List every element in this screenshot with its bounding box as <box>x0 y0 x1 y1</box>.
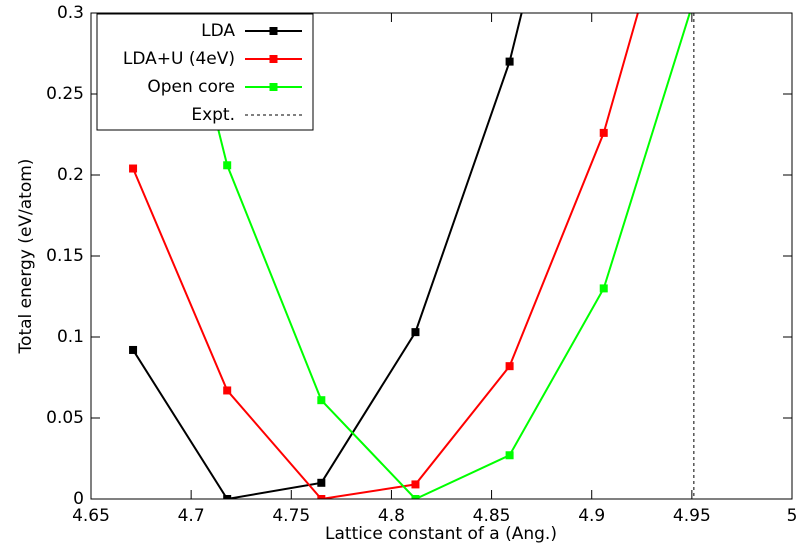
point <box>129 164 138 173</box>
point <box>317 495 326 499</box>
y-tick-label: 0.1 <box>57 327 84 347</box>
point <box>411 480 420 489</box>
legend-label: LDA <box>201 21 235 41</box>
x-tick-label: 4.75 <box>272 506 310 526</box>
y-tick-label: 0.2 <box>57 165 84 185</box>
y-tick-label: 0.15 <box>46 246 84 266</box>
point <box>317 396 326 405</box>
point <box>129 345 138 354</box>
x-tick-label: 4.85 <box>473 506 511 526</box>
point <box>505 57 514 66</box>
legend-marker <box>269 55 278 63</box>
point <box>505 451 514 460</box>
point <box>411 495 420 499</box>
point <box>599 284 608 293</box>
point <box>223 495 232 499</box>
point <box>223 161 232 170</box>
legend-label: Expt. <box>191 105 235 125</box>
legend-label: Open core <box>147 77 235 97</box>
x-tick-label: 5 <box>787 506 798 526</box>
point <box>411 328 420 337</box>
legend-label: LDA+U (4eV) <box>123 49 235 69</box>
y-axis-label: Total energy (eV/atom) <box>16 159 36 355</box>
x-tick-label: 4.95 <box>673 506 711 526</box>
legend-marker <box>269 83 278 91</box>
point <box>599 128 608 137</box>
point <box>223 386 232 395</box>
legend: LDA LDA+U (4eV) Open core Expt. <box>96 13 314 131</box>
x-tick-label: 4.8 <box>378 506 405 526</box>
point <box>505 362 514 371</box>
x-tick-label: 4.65 <box>72 506 110 526</box>
x-tick-label: 4.7 <box>178 506 205 526</box>
y-tick-label: 0.05 <box>46 408 84 428</box>
y-tick-label: 0.25 <box>46 84 84 104</box>
series-line <box>132 13 523 499</box>
x-axis-label: Lattice constant of a (Ang.) <box>325 524 557 544</box>
plot-area <box>129 13 695 499</box>
x-tick-label: 4.9 <box>578 506 605 526</box>
legend-marker <box>269 27 278 35</box>
y-tick-label: 0.3 <box>57 3 84 23</box>
point <box>317 478 326 487</box>
y-tick-label: 0 <box>73 489 84 509</box>
